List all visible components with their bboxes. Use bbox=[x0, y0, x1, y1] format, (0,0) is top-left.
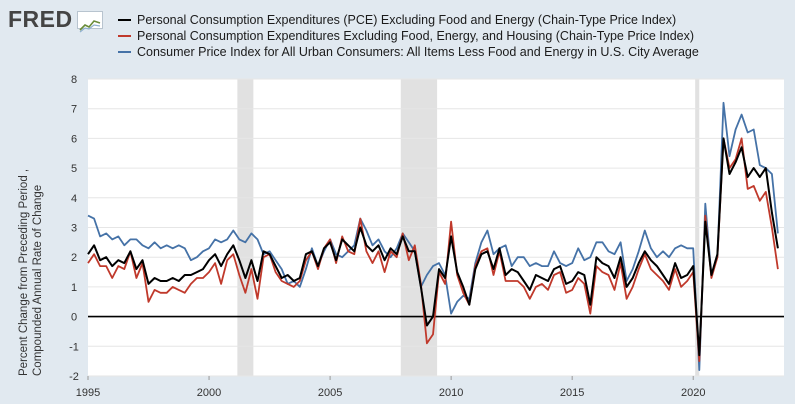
legend-label-cpi-core: Consumer Price Index for All Urban Consu… bbox=[137, 45, 699, 59]
y-tick-label: -1 bbox=[69, 341, 79, 353]
y-tick-label: 3 bbox=[71, 223, 77, 235]
legend-swatch-pce-ex-housing bbox=[118, 35, 131, 37]
y-tick-label: 4 bbox=[71, 193, 77, 205]
line-graph-icon bbox=[76, 10, 103, 32]
y-axis-label-line-2: Compounded Annual Rate of Change bbox=[32, 185, 44, 376]
legend-item-pce-core: Personal Consumption Expenditures (PCE) … bbox=[118, 12, 699, 28]
x-tick-label: 2010 bbox=[439, 387, 463, 399]
legend-swatch-cpi-core bbox=[118, 51, 131, 53]
legend-item-cpi-core: Consumer Price Index for All Urban Consu… bbox=[118, 44, 699, 60]
x-tick-label: 2020 bbox=[681, 387, 705, 399]
series-line-cpi-core bbox=[87, 101, 779, 372]
chart-legend: Personal Consumption Expenditures (PCE) … bbox=[118, 12, 699, 60]
x-tick-label: 2000 bbox=[197, 387, 221, 399]
legend-label-pce-core: Personal Consumption Expenditures (PCE) … bbox=[137, 13, 677, 27]
y-axis-ticks: -2 -1 0 1 2 3 4 5 6 7 8 bbox=[69, 74, 79, 383]
legend-item-pce-ex-housing: Personal Consumption Expenditures Exclud… bbox=[118, 28, 699, 44]
grid-lines bbox=[88, 78, 784, 377]
y-tick-label: -2 bbox=[69, 371, 79, 383]
series-line-pce-core bbox=[87, 137, 779, 357]
legend-label-pce-ex-housing: Personal Consumption Expenditures Exclud… bbox=[137, 29, 695, 43]
y-axis-label-line-1: Percent Change from Preceding Period , bbox=[18, 169, 30, 376]
legend-swatch-pce-core bbox=[118, 19, 131, 21]
y-tick-label: 8 bbox=[71, 74, 77, 86]
x-tick-label: 2015 bbox=[560, 387, 584, 399]
y-tick-label: 7 bbox=[71, 104, 77, 116]
y-tick-label: 1 bbox=[71, 282, 77, 294]
fred-logo[interactable]: FRED bbox=[8, 6, 103, 33]
x-tick-label: 1995 bbox=[76, 387, 100, 399]
y-tick-label: 6 bbox=[71, 133, 77, 145]
y-tick-label: 5 bbox=[71, 163, 77, 175]
x-tick-label: 2005 bbox=[318, 387, 342, 399]
y-tick-label: 2 bbox=[71, 252, 77, 264]
series-line-pce-ex-housing bbox=[87, 137, 779, 363]
fred-logo-text: FRED bbox=[8, 6, 73, 32]
x-axis-ticks: 1995 2000 2005 2010 2015 2020 bbox=[76, 376, 705, 399]
y-tick-label: 0 bbox=[71, 312, 77, 324]
series-lines bbox=[87, 101, 779, 372]
